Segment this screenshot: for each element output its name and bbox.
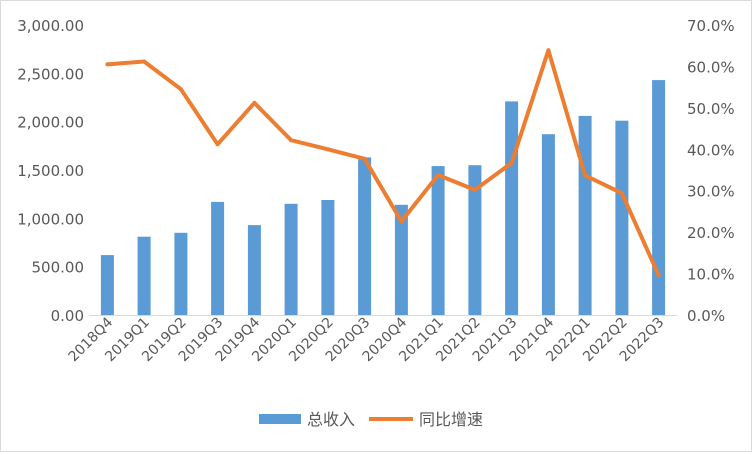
bar-2021Q3 bbox=[505, 101, 519, 316]
growth-point-2021Q3 bbox=[509, 161, 514, 165]
growth-point-2019Q3 bbox=[215, 142, 220, 147]
growth-point-2022Q1 bbox=[583, 173, 588, 178]
y-left-tick-label: 3,000.00 bbox=[17, 17, 84, 35]
growth-line bbox=[105, 48, 661, 278]
y-right-tick-label: 70.0% bbox=[687, 17, 735, 35]
y-left-tick-label: 0.00 bbox=[51, 307, 84, 325]
y-axis-left: 0.00 500.00 1,000.00 1,500.00 2,000.00 2,500.… bbox=[17, 17, 84, 325]
legend-swatch-revenue bbox=[259, 414, 301, 424]
growth-point-2020Q2 bbox=[325, 147, 330, 152]
bar-2021Q4 bbox=[541, 134, 555, 315]
growth-point-2019Q1 bbox=[142, 59, 147, 64]
y-axis-right: 0.0% 10.0% 20.0% 30.0% 40.0% 50.0% 60.0% 70.0% bbox=[687, 17, 735, 325]
y-left-tick-label: 1,500.00 bbox=[17, 162, 84, 180]
growth-point-2020Q4 bbox=[399, 219, 404, 224]
y-left-tick-label: 500.00 bbox=[32, 259, 85, 277]
growth-point-2018Q4 bbox=[105, 62, 110, 67]
bar-2018Q4 bbox=[100, 255, 114, 315]
growth-point-2021Q4 bbox=[546, 48, 551, 53]
bar-group bbox=[100, 80, 666, 316]
bar-2022Q3 bbox=[652, 80, 666, 315]
y-right-tick-label: 40.0% bbox=[687, 141, 735, 159]
y-left-tick-label: 2,000.00 bbox=[17, 114, 84, 132]
growth-point-2021Q1 bbox=[436, 173, 441, 177]
growth-point-2021Q2 bbox=[472, 187, 477, 192]
growth-point-2020Q1 bbox=[289, 138, 294, 143]
bar-2019Q3 bbox=[211, 201, 225, 315]
bar-2022Q2 bbox=[615, 120, 629, 315]
bar-2019Q1 bbox=[137, 236, 151, 315]
bar-2020Q2 bbox=[321, 200, 335, 315]
legend: 总收入 同比增速 bbox=[259, 410, 483, 429]
y-right-tick-label: 60.0% bbox=[687, 58, 735, 76]
line-group bbox=[105, 48, 661, 278]
bar-2019Q2 bbox=[174, 232, 188, 315]
growth-point-2022Q3 bbox=[656, 273, 661, 278]
bar-2022Q1 bbox=[578, 115, 592, 316]
bar-2019Q4 bbox=[247, 225, 261, 315]
growth-point-2022Q2 bbox=[619, 191, 624, 196]
legend-label-growth: 同比增速 bbox=[419, 410, 483, 429]
bar-2021Q1 bbox=[431, 166, 445, 315]
y-right-tick-label: 20.0% bbox=[687, 224, 735, 242]
bar-2020Q4 bbox=[394, 204, 408, 315]
bar-2021Q2 bbox=[468, 165, 482, 315]
y-right-tick-label: 50.0% bbox=[687, 100, 735, 118]
bar-2020Q1 bbox=[284, 203, 298, 315]
y-left-tick-label: 2,500.00 bbox=[17, 65, 84, 83]
growth-point-2020Q3 bbox=[362, 156, 367, 161]
x-tick-labels: 2018Q42019Q12019Q22019Q32019Q42020Q12020… bbox=[66, 314, 668, 365]
growth-point-2019Q2 bbox=[178, 87, 183, 92]
y-right-tick-label: 10.0% bbox=[687, 266, 735, 284]
y-right-tick-label: 0.0% bbox=[687, 307, 725, 325]
y-left-tick-label: 1,000.00 bbox=[17, 210, 84, 228]
y-right-tick-label: 30.0% bbox=[687, 183, 735, 201]
growth-point-2019Q4 bbox=[252, 100, 257, 105]
bar-2020Q3 bbox=[358, 157, 372, 315]
legend-label-revenue: 总收入 bbox=[307, 410, 355, 429]
